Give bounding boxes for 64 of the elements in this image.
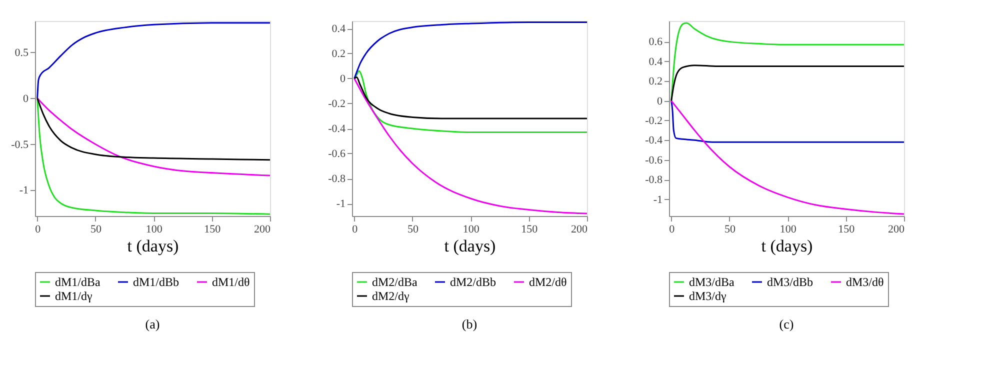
- x-tick-label: 0: [669, 224, 676, 236]
- y-tick-label: -0.8: [328, 173, 346, 185]
- y-tick-label: -1: [19, 184, 28, 197]
- x-tick-label: 50: [724, 224, 736, 236]
- y-tick-label: -0.4: [328, 123, 346, 135]
- legend-label: dM1/dγ: [55, 289, 94, 303]
- y-tick-label: 0.4: [648, 56, 663, 68]
- line-series: [670, 100, 905, 143]
- y-tick-label: -1: [653, 194, 662, 206]
- y-tick-label: -0.2: [645, 114, 662, 127]
- y-tick-label: -0.4: [645, 134, 663, 147]
- line-series: [670, 64, 905, 102]
- line-series: [36, 98, 271, 176]
- x-axis-title: t (days): [127, 236, 179, 256]
- legend-label: dM2/dBb: [450, 275, 496, 289]
- line-series: [36, 22, 271, 100]
- x-tick-label: 200: [888, 224, 905, 236]
- y-tick-label: -0.5: [11, 138, 29, 151]
- x-tick-label: 100: [146, 224, 163, 236]
- line-series: [354, 78, 588, 214]
- legend-label: dM3/dBa: [689, 275, 736, 289]
- x-tick-label: 100: [780, 224, 797, 236]
- y-tick-label: 0.4: [332, 23, 346, 35]
- y-tick-label: 0.5: [14, 46, 29, 59]
- y-tick-label: -0.2: [328, 98, 346, 110]
- y-tick-label: -0.6: [645, 154, 663, 166]
- x-tick-label: 50: [407, 224, 419, 236]
- x-axis-title: t (days): [444, 236, 496, 256]
- legend-label: dM2/dθ: [529, 275, 568, 289]
- legend-label: dM3/dBb: [767, 275, 814, 289]
- line-series: [354, 76, 588, 120]
- x-tick-label: 50: [90, 224, 102, 236]
- x-axis-title: t (days): [761, 236, 813, 256]
- legend-label: dM3/dθ: [846, 275, 884, 289]
- x-tick-label: 150: [204, 224, 222, 236]
- legend-label: dM2/dγ: [372, 289, 410, 303]
- line-series: [670, 22, 905, 102]
- x-tick-label: 150: [521, 224, 538, 236]
- y-tick-label: 0: [657, 95, 663, 108]
- text: (a): [145, 316, 160, 332]
- line-series: [354, 22, 588, 80]
- x-tick-label: 0: [352, 224, 358, 236]
- y-tick-label: 0: [340, 73, 346, 85]
- x-tick-label: 100: [462, 224, 480, 236]
- text: (b): [462, 316, 478, 332]
- legend-label: dM1/dθ: [212, 275, 250, 289]
- line-series: [354, 70, 588, 133]
- legend-label: dM1/dBa: [55, 275, 102, 289]
- x-tick-label: 150: [838, 224, 856, 236]
- y-tick-label: 0.2: [332, 48, 346, 60]
- x-tick-label: 200: [254, 224, 271, 236]
- line-series: [36, 98, 271, 161]
- y-tick-label: 0.2: [648, 76, 662, 88]
- legend-label: dM3/dγ: [689, 289, 728, 303]
- legend-label: dM2/dBa: [372, 275, 418, 289]
- text: (c): [779, 316, 794, 332]
- y-tick-label: 0: [23, 92, 29, 105]
- y-tick-label: 0.6: [648, 36, 663, 48]
- y-tick-label: -0.6: [328, 148, 346, 160]
- legend-label: dM1/dBb: [133, 275, 180, 289]
- y-tick-label: -0.8: [645, 174, 663, 186]
- x-tick-label: 0: [35, 224, 42, 236]
- y-tick-label: -1: [336, 198, 346, 210]
- x-tick-label: 200: [571, 224, 588, 236]
